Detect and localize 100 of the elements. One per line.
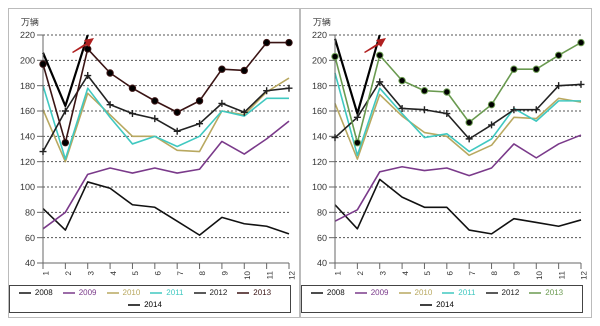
point bbox=[240, 108, 248, 116]
y-tick-label: 100 bbox=[312, 182, 327, 192]
line-series bbox=[334, 134, 582, 222]
line-series bbox=[42, 181, 290, 236]
legend-label: 2011 bbox=[166, 288, 184, 298]
x-tick-label: 12 bbox=[288, 270, 297, 280]
point bbox=[354, 114, 361, 121]
legend-label: 2010 bbox=[122, 288, 140, 298]
y-tick-label: 220 bbox=[312, 30, 327, 40]
x-tick-label: 5 bbox=[131, 270, 140, 276]
point bbox=[532, 66, 540, 73]
point bbox=[376, 52, 384, 59]
y-tick-label: 60 bbox=[316, 232, 327, 243]
x-tick-label: 11 bbox=[265, 270, 274, 280]
point bbox=[285, 38, 293, 46]
x-tick-label: 6 bbox=[446, 270, 454, 276]
y-tick-label: 220 bbox=[20, 30, 35, 40]
y-axis-title: 万辆 bbox=[21, 17, 39, 27]
point bbox=[240, 66, 248, 74]
x-tick-label: 8 bbox=[490, 270, 500, 276]
point bbox=[173, 108, 181, 116]
x-tick-label: 10 bbox=[242, 270, 252, 280]
point bbox=[466, 135, 473, 142]
x-tick-label: 2 bbox=[64, 270, 74, 276]
y-tick-label: 200 bbox=[20, 56, 35, 66]
legend-label: 2014 bbox=[144, 300, 162, 310]
point bbox=[218, 66, 226, 73]
point bbox=[331, 52, 339, 60]
y-tick-label: 120 bbox=[312, 156, 327, 167]
point bbox=[218, 100, 226, 107]
point bbox=[555, 82, 562, 90]
x-tick-label: 11 bbox=[557, 270, 566, 280]
point bbox=[151, 115, 158, 122]
point bbox=[332, 134, 338, 142]
legend-label: 2008 bbox=[34, 288, 53, 298]
y-tick-label: 160 bbox=[20, 106, 35, 116]
legend-label: 2009 bbox=[370, 288, 388, 298]
point bbox=[84, 45, 92, 53]
point bbox=[62, 108, 69, 114]
legend-label: 2008 bbox=[326, 288, 345, 298]
point bbox=[196, 97, 204, 105]
line-series bbox=[334, 178, 582, 235]
y-tick-label: 80 bbox=[316, 208, 327, 218]
point bbox=[443, 110, 450, 118]
point bbox=[554, 52, 562, 59]
point bbox=[376, 78, 384, 86]
legend-label: 2012 bbox=[502, 288, 520, 298]
x-tick-label: 1 bbox=[334, 270, 343, 276]
y-tick-label: 40 bbox=[24, 258, 35, 268]
x-tick-label: 7 bbox=[176, 270, 185, 276]
point bbox=[510, 66, 518, 73]
y-tick-label: 60 bbox=[24, 232, 35, 243]
point bbox=[354, 138, 362, 146]
x-tick-label: 8 bbox=[198, 270, 208, 276]
line-series bbox=[42, 120, 290, 230]
legend-label: 2014 bbox=[436, 300, 454, 310]
legend-label: 2013 bbox=[545, 288, 564, 298]
x-tick-label: 2 bbox=[356, 270, 366, 276]
legend-label: 2009 bbox=[78, 288, 96, 298]
line-series bbox=[334, 72, 582, 156]
point bbox=[578, 80, 584, 88]
point bbox=[420, 87, 428, 94]
y-tick-label: 180 bbox=[20, 80, 35, 91]
point bbox=[196, 120, 204, 128]
point bbox=[263, 87, 270, 94]
line-series bbox=[334, 94, 582, 160]
x-tick-label: 7 bbox=[468, 270, 477, 276]
x-tick-label: 1 bbox=[42, 270, 51, 276]
point bbox=[62, 138, 70, 146]
x-tick-label: 3 bbox=[378, 270, 388, 276]
point bbox=[577, 38, 585, 46]
point bbox=[174, 128, 181, 135]
point bbox=[106, 69, 114, 77]
point bbox=[398, 104, 406, 112]
y-tick-label: 100 bbox=[20, 182, 35, 192]
point bbox=[128, 84, 136, 92]
y-tick-label: 80 bbox=[24, 208, 35, 218]
x-tick-label: 4 bbox=[400, 270, 410, 276]
point bbox=[465, 118, 473, 126]
x-tick-label: 4 bbox=[108, 270, 118, 276]
point bbox=[488, 121, 496, 128]
y-axis-title: 万辆 bbox=[313, 17, 331, 27]
y-tick-label: 180 bbox=[312, 80, 327, 91]
legend-label: 2012 bbox=[210, 288, 228, 298]
x-tick-label: 12 bbox=[580, 270, 589, 280]
legend-label: 2013 bbox=[253, 288, 272, 298]
legend-label: 2011 bbox=[458, 288, 476, 298]
y-tick-label: 40 bbox=[316, 258, 327, 268]
point bbox=[443, 88, 451, 96]
point bbox=[151, 97, 159, 105]
y-tick-label: 120 bbox=[20, 156, 35, 167]
legend-label: 2010 bbox=[414, 288, 432, 298]
y-tick-label: 140 bbox=[20, 132, 35, 142]
point bbox=[398, 76, 406, 84]
x-tick-label: 6 bbox=[154, 270, 162, 276]
x-tick-label: 9 bbox=[220, 270, 230, 276]
y-tick-label: 160 bbox=[312, 106, 327, 116]
point bbox=[106, 101, 114, 108]
x-tick-label: 5 bbox=[423, 270, 432, 276]
point bbox=[39, 60, 47, 68]
